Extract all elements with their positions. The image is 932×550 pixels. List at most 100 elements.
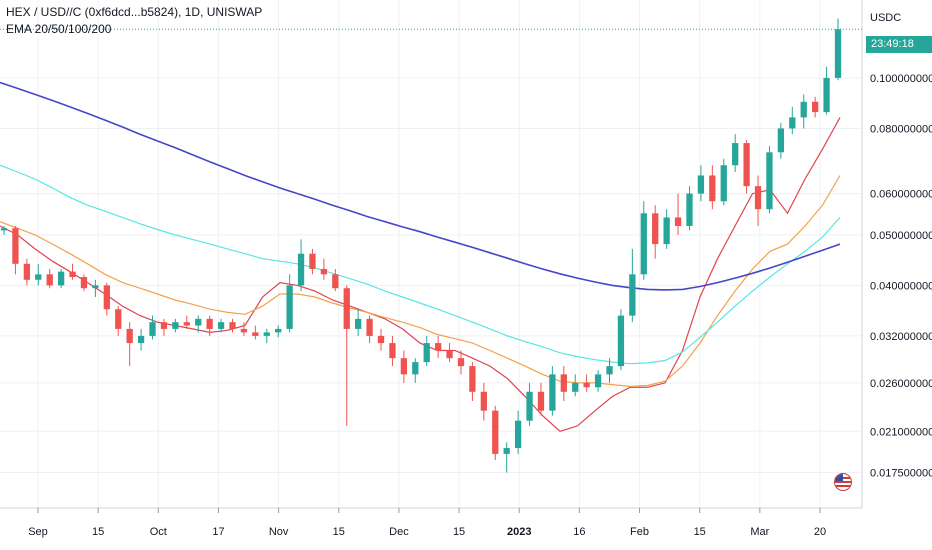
candle-body bbox=[834, 29, 842, 78]
symbol-title[interactable]: HEX / USD//C (0xf6dcd...b5824), 1D, UNIS… bbox=[6, 5, 263, 19]
ema-20-line bbox=[0, 117, 841, 432]
candle-body bbox=[594, 374, 602, 388]
candle-body bbox=[469, 366, 476, 392]
candle-body bbox=[240, 328, 248, 333]
candle-body bbox=[206, 318, 213, 329]
candle-body bbox=[503, 448, 510, 454]
candle-body bbox=[80, 277, 88, 289]
candle-body bbox=[343, 288, 350, 329]
chart-legend: HEX / USD//C (0xf6dcd...b5824), 1D, UNIS… bbox=[6, 4, 262, 38]
candle-body bbox=[720, 165, 727, 202]
candle-body bbox=[480, 391, 487, 411]
candle-body bbox=[457, 358, 465, 367]
candle-body bbox=[286, 285, 293, 329]
candle-body bbox=[412, 362, 419, 375]
candle-body bbox=[812, 101, 819, 113]
us-flag-icon[interactable] bbox=[834, 473, 852, 491]
candle-body bbox=[560, 374, 567, 392]
candle-body bbox=[617, 315, 625, 367]
currency-label[interactable]: USDC bbox=[870, 12, 902, 24]
candle-body bbox=[777, 128, 785, 153]
indicator-label[interactable]: EMA 20/50/100/200 bbox=[6, 22, 112, 36]
candle-body bbox=[389, 343, 396, 359]
candle-body bbox=[297, 253, 305, 286]
candle-body bbox=[149, 322, 156, 336]
time-tick-label: Feb bbox=[630, 526, 649, 538]
ema-lines bbox=[0, 81, 841, 432]
candle-body bbox=[766, 152, 773, 210]
candle-body bbox=[46, 274, 53, 286]
candle-body bbox=[57, 271, 65, 286]
time-tick-label: 15 bbox=[92, 526, 104, 538]
time-tick-label: 20 bbox=[814, 526, 826, 538]
candle-body bbox=[309, 253, 316, 270]
candle-body bbox=[195, 318, 202, 326]
candle-body bbox=[652, 213, 659, 245]
candle-body bbox=[537, 391, 545, 411]
time-tick-label: 17 bbox=[212, 526, 224, 538]
candle-body bbox=[0, 228, 8, 231]
candle-body bbox=[252, 332, 259, 336]
candle-body bbox=[126, 328, 133, 344]
time-tick-label: Nov bbox=[269, 526, 289, 538]
grid bbox=[0, 0, 862, 508]
candle-body bbox=[492, 410, 499, 454]
candle-body bbox=[172, 322, 179, 329]
candle-body bbox=[115, 309, 122, 329]
candle-body bbox=[35, 274, 42, 280]
candle-body bbox=[355, 318, 362, 329]
candle-body bbox=[366, 318, 373, 336]
time-tick-label: 2023 bbox=[507, 526, 531, 538]
countdown-badge: 23:49:18 bbox=[866, 36, 932, 53]
candle-body bbox=[606, 366, 613, 375]
ema-100-line bbox=[0, 164, 841, 365]
time-tick-label: Dec bbox=[389, 526, 409, 538]
time-tick-label: Oct bbox=[150, 526, 167, 538]
candle-body bbox=[400, 358, 408, 375]
time-tick-label: Sep bbox=[28, 526, 48, 538]
candle-body bbox=[377, 335, 385, 344]
candle-body bbox=[69, 271, 76, 278]
candle-body bbox=[674, 217, 682, 226]
candle-body bbox=[434, 343, 442, 351]
candle-body bbox=[183, 322, 190, 326]
candle-body bbox=[217, 322, 225, 329]
ema-200-line bbox=[0, 81, 841, 291]
candle-body bbox=[23, 263, 30, 280]
time-axis[interactable]: Sep 15 Oct 17 Nov 15 Dec 15 2023 16 Feb 15 Mar 20 bbox=[28, 508, 826, 538]
candle-body bbox=[320, 269, 328, 275]
candle-body bbox=[823, 77, 830, 113]
candle-body bbox=[12, 228, 19, 264]
time-tick-label: 16 bbox=[573, 526, 585, 538]
price-tick-label: 0.0175000000 bbox=[870, 468, 932, 480]
candle-body bbox=[514, 420, 522, 449]
candle-body bbox=[789, 117, 796, 129]
candle-body bbox=[640, 213, 647, 275]
candle-body bbox=[446, 350, 453, 359]
candles bbox=[0, 18, 842, 473]
candle-body bbox=[137, 335, 145, 344]
time-tick-label: Mar bbox=[750, 526, 769, 538]
time-tick-label: 15 bbox=[333, 526, 345, 538]
ema-50-line bbox=[0, 175, 841, 388]
candle-body bbox=[572, 382, 579, 392]
candle-body bbox=[663, 217, 670, 245]
candle-body bbox=[697, 175, 705, 194]
candle-body bbox=[423, 343, 430, 363]
time-tick-label: 15 bbox=[694, 526, 706, 538]
candle-body bbox=[103, 285, 110, 310]
candle-body bbox=[229, 322, 236, 329]
candle-body bbox=[709, 175, 716, 202]
candle-body bbox=[743, 143, 750, 187]
candle-body bbox=[754, 186, 762, 210]
